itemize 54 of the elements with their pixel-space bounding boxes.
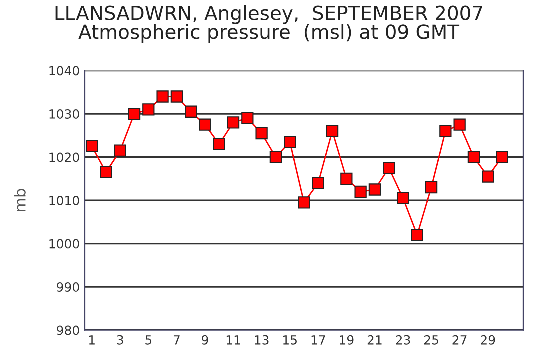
point — [440, 125, 452, 138]
x-tick-label: 25 — [424, 335, 438, 345]
point — [397, 192, 410, 204]
x-tick-label: 5 — [146, 336, 152, 345]
point — [86, 140, 98, 153]
y-axis-title: mb — [14, 189, 26, 212]
x-tick-label: 11 — [226, 336, 240, 345]
point — [326, 125, 339, 138]
x-tick-label: 15 — [284, 336, 297, 345]
point — [242, 112, 254, 124]
x-tick-label: 3 — [117, 335, 124, 345]
point — [256, 127, 268, 140]
point — [411, 229, 424, 242]
x-tick-label: 21 — [368, 335, 382, 345]
x-tick-label: 29 — [481, 335, 496, 345]
y-tick-label: 1040 — [50, 66, 80, 76]
point — [170, 90, 184, 103]
point — [270, 151, 282, 164]
point — [298, 196, 310, 209]
y-tick-label: 1020 — [50, 152, 80, 162]
point — [368, 184, 382, 196]
point — [114, 144, 126, 157]
y-tick-label: 1010 — [50, 196, 80, 206]
point — [100, 166, 112, 179]
point — [468, 151, 480, 164]
y-tick-label: 1000 — [50, 239, 80, 249]
point — [199, 118, 212, 131]
point — [425, 182, 438, 194]
chart-title: LLANSADWRN, Anglesey, SEPTEMBER 2007 Atmospheric pressure (msl) at 09 GMT — [56, 5, 482, 44]
point — [496, 151, 508, 164]
x-tick-label: 19 — [340, 335, 354, 345]
point — [383, 162, 396, 174]
point — [312, 177, 324, 190]
point — [142, 104, 155, 116]
x-tick-label: 17 — [312, 336, 326, 345]
y-tick-label: 980 — [57, 326, 80, 336]
x-tick-label: 23 — [396, 335, 410, 345]
point — [128, 108, 141, 120]
y-tick-label: 1030 — [50, 110, 80, 119]
point — [227, 116, 240, 129]
point — [454, 118, 466, 131]
point — [156, 90, 169, 103]
y-tick-label: 990 — [57, 282, 80, 292]
point — [354, 186, 367, 198]
x-tick-label: 27 — [452, 335, 467, 345]
x-tick-label: 13 — [255, 335, 269, 345]
point — [340, 172, 353, 186]
point — [213, 138, 226, 150]
x-tick-label: 1 — [89, 336, 95, 345]
point — [284, 136, 296, 148]
point — [185, 106, 198, 118]
point — [482, 170, 494, 183]
x-tick-label: 9 — [202, 335, 208, 345]
x-tick-label: 7 — [174, 336, 180, 345]
